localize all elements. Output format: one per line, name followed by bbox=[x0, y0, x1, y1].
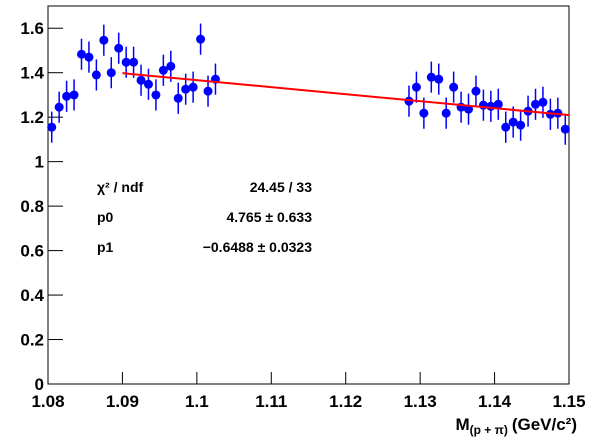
data-point bbox=[516, 120, 526, 130]
x-axis-label: M(p + π) (GeV/c²) bbox=[455, 415, 577, 437]
x-tick-label: 1.14 bbox=[478, 392, 512, 411]
data-point bbox=[441, 108, 451, 118]
y-tick-label: 0.8 bbox=[20, 197, 44, 216]
y-tick-label: 0.4 bbox=[20, 286, 44, 305]
data-point bbox=[62, 91, 72, 101]
data-point bbox=[203, 86, 213, 96]
x-tick-label: 1.08 bbox=[31, 392, 64, 411]
x-tick-label: 1.13 bbox=[404, 392, 437, 411]
stat-value: 24.45 / 33 bbox=[250, 179, 312, 195]
x-label-sub: (p + π) bbox=[470, 423, 508, 437]
data-point bbox=[76, 49, 86, 59]
data-point bbox=[426, 72, 436, 82]
y-tick-label: 1.6 bbox=[20, 19, 44, 38]
data-point bbox=[419, 108, 429, 118]
stat-value: −0.6488 ± 0.0323 bbox=[203, 239, 312, 255]
data-point bbox=[106, 68, 116, 78]
plot-frame bbox=[47, 5, 570, 385]
data-point bbox=[173, 93, 183, 103]
stat-label: χ² / ndf bbox=[97, 179, 143, 195]
data-point bbox=[493, 99, 503, 109]
data-point bbox=[54, 102, 64, 112]
data-point bbox=[136, 75, 146, 85]
data-point bbox=[166, 61, 176, 71]
x-label-main: M bbox=[455, 415, 469, 434]
data-point bbox=[560, 124, 570, 134]
data-point bbox=[531, 99, 541, 109]
x-tick-label: 1.11 bbox=[255, 392, 287, 411]
data-point bbox=[501, 122, 511, 132]
stat-value: 4.765 ± 0.633 bbox=[226, 209, 312, 225]
y-tick-label: 1.4 bbox=[20, 64, 44, 83]
x-label-unit: (GeV/c²) bbox=[512, 415, 577, 434]
fit-line bbox=[122, 72, 570, 117]
x-tick-label: 1.12 bbox=[329, 392, 362, 411]
data-point bbox=[538, 97, 548, 107]
data-point bbox=[91, 70, 101, 80]
data-point bbox=[121, 57, 131, 67]
data-point bbox=[181, 84, 191, 94]
data-point bbox=[99, 35, 109, 45]
data-point bbox=[84, 52, 94, 62]
data-point bbox=[188, 82, 198, 92]
data-point bbox=[449, 82, 459, 92]
x-tick-label: 1.1 bbox=[185, 392, 209, 411]
data-point bbox=[508, 117, 518, 127]
data-point bbox=[47, 122, 57, 132]
y-tick-label: 1.2 bbox=[20, 108, 44, 127]
data-point bbox=[411, 82, 421, 92]
data-point bbox=[196, 34, 206, 44]
y-tick-label: 1 bbox=[35, 153, 44, 172]
y-tick-label: 0.6 bbox=[20, 242, 44, 261]
x-tick-label: 1.15 bbox=[552, 392, 585, 411]
y-tick-label: 0.2 bbox=[20, 331, 44, 350]
stat-label: p1 bbox=[97, 239, 114, 255]
stat-label: p0 bbox=[97, 209, 114, 225]
data-point bbox=[471, 86, 481, 96]
x-tick-label: 1.09 bbox=[106, 392, 139, 411]
data-point bbox=[114, 43, 124, 53]
data-point bbox=[158, 65, 168, 75]
data-point bbox=[69, 90, 79, 100]
y-tick-label: 0 bbox=[35, 375, 44, 394]
data-point bbox=[143, 79, 153, 89]
data-point bbox=[151, 90, 161, 100]
data-point bbox=[129, 57, 139, 67]
data-point bbox=[434, 74, 444, 84]
